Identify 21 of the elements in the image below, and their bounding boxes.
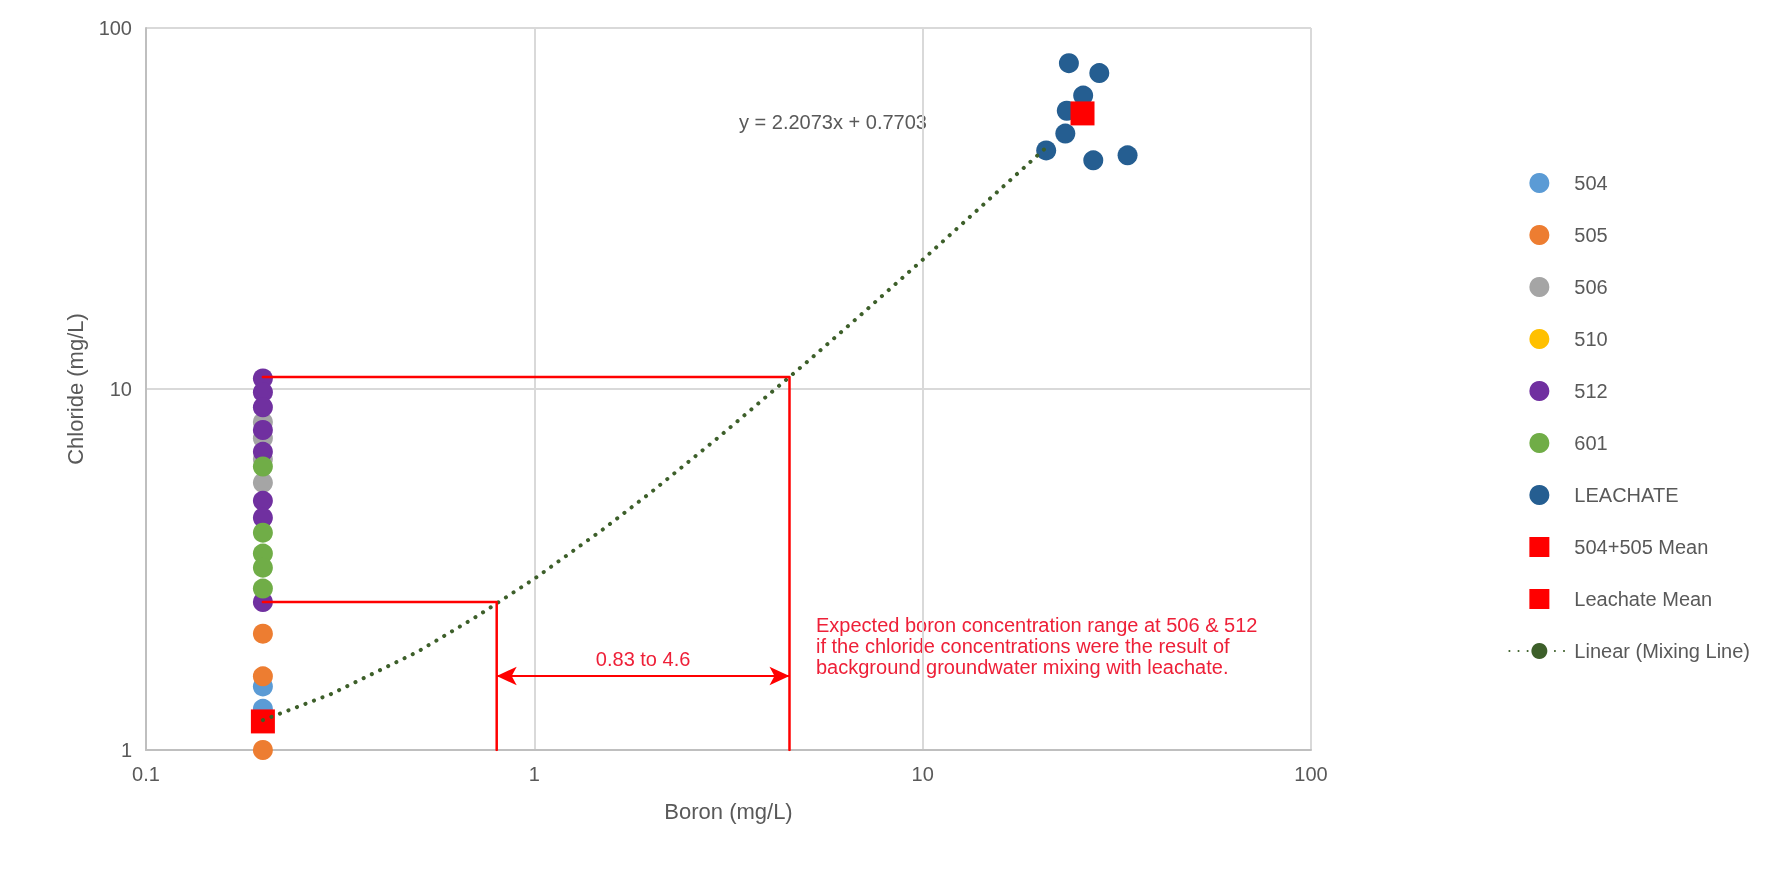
legend-label: 512 bbox=[1574, 380, 1608, 402]
legend-label: 601 bbox=[1574, 432, 1608, 454]
x-tick-label: 0.1 bbox=[132, 763, 160, 785]
y-tick-label: 100 bbox=[98, 17, 132, 39]
annotation: Expected boron concentration range at 506 & 512 if the chloride concentrations were the result of background groundwater mixing with leachate. bbox=[816, 613, 1263, 678]
y-axis-title: Chloride (mg/L) bbox=[62, 313, 88, 465]
x-axis-title: Boron (mg/L) bbox=[664, 798, 793, 824]
x-tick-label: 1 bbox=[528, 763, 540, 785]
legend-label: 505 bbox=[1574, 224, 1608, 246]
legend-label: 504+505 Mean bbox=[1574, 536, 1709, 558]
legend-label: 510 bbox=[1574, 328, 1608, 350]
legend-label: 504 bbox=[1574, 172, 1608, 194]
y-tick-label: 10 bbox=[109, 378, 132, 400]
annotation: 0.83 to 4.6 bbox=[595, 648, 691, 670]
x-tick-label: 100 bbox=[1294, 763, 1328, 785]
x-tick-label: 10 bbox=[911, 763, 934, 785]
legend-label: LEACHATE bbox=[1574, 484, 1679, 506]
legend-label: 506 bbox=[1574, 276, 1608, 298]
legend-label: Leachate Mean bbox=[1574, 588, 1713, 610]
legend-label: Linear (Mixing Line) bbox=[1574, 640, 1751, 662]
y-tick-label: 1 bbox=[120, 739, 132, 761]
